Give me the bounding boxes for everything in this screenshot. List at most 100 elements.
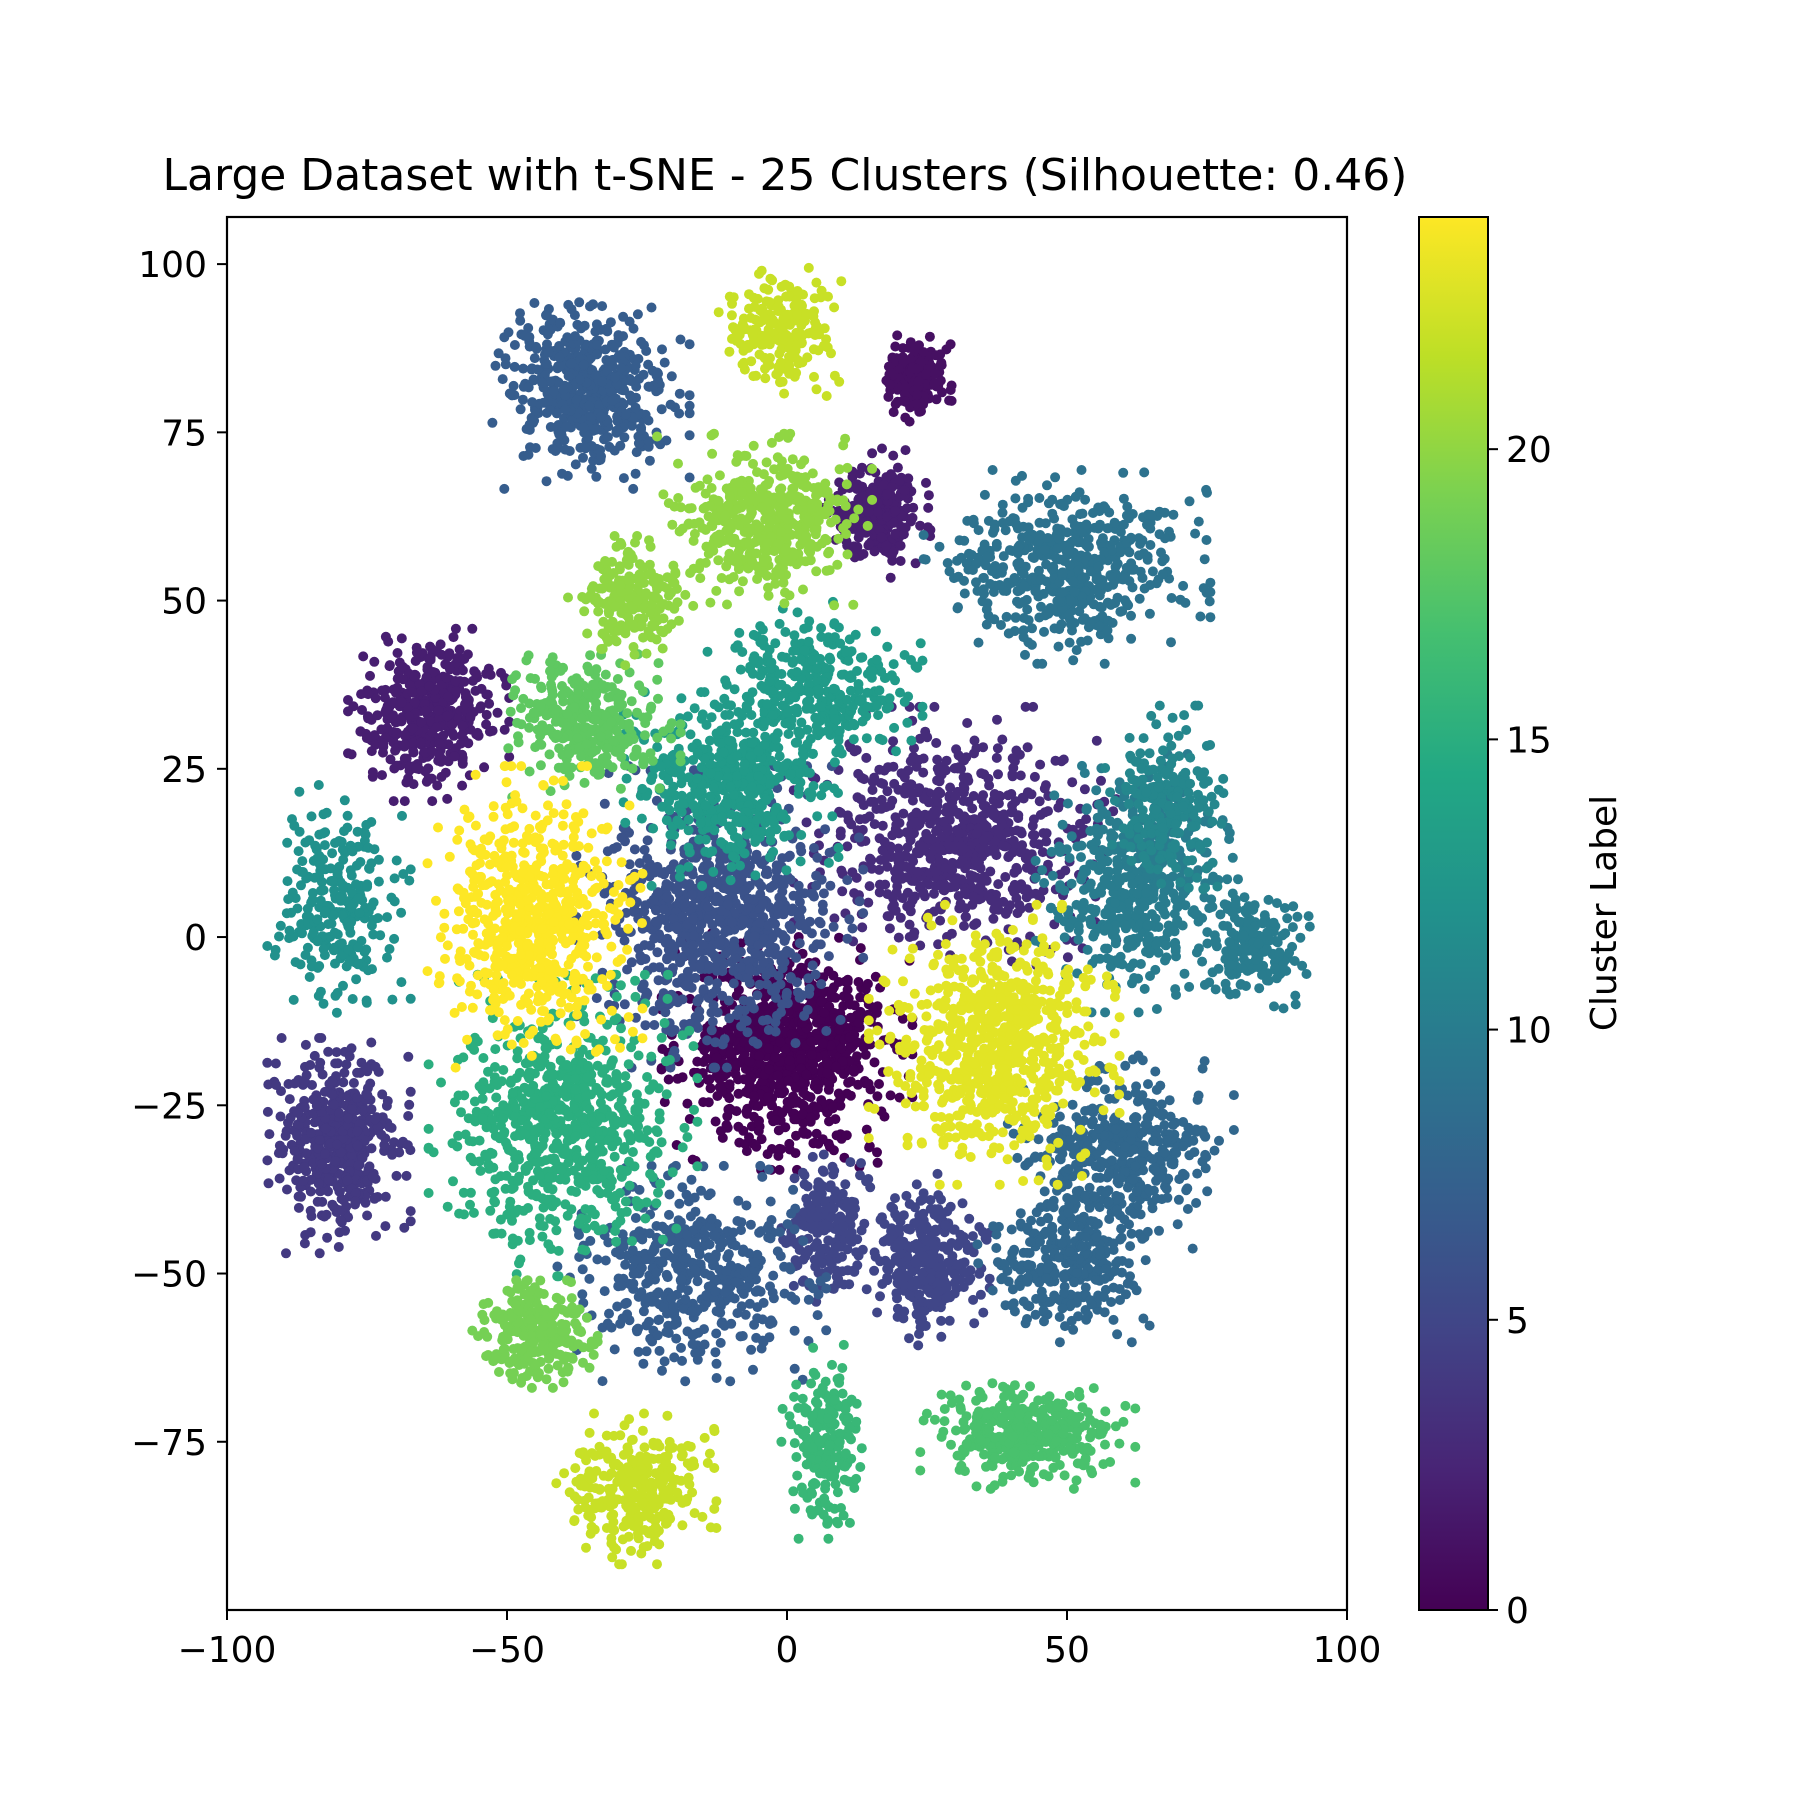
scatter-point bbox=[1079, 784, 1090, 795]
scatter-point bbox=[913, 1340, 924, 1351]
scatter-point bbox=[808, 889, 818, 900]
scatter-point bbox=[674, 408, 685, 419]
scatter-point bbox=[570, 331, 581, 342]
scatter-point bbox=[628, 483, 639, 494]
scatter-point bbox=[876, 803, 887, 814]
scatter-point bbox=[796, 846, 807, 857]
scatter-point bbox=[798, 1126, 809, 1137]
scatter-point bbox=[471, 668, 481, 679]
scatter-point bbox=[529, 415, 540, 426]
scatter-point bbox=[334, 1108, 345, 1119]
scatter-point bbox=[936, 1331, 947, 1342]
scatter-point bbox=[1027, 830, 1038, 841]
cluster-5-group bbox=[859, 1168, 995, 1351]
scatter-point bbox=[940, 863, 951, 874]
scatter-point bbox=[918, 767, 929, 778]
scatter-point bbox=[980, 1233, 991, 1244]
scatter-point bbox=[605, 355, 615, 366]
scatter-point bbox=[362, 1210, 373, 1221]
scatter-point bbox=[845, 1012, 856, 1023]
scatter-point bbox=[854, 896, 865, 907]
scatter-point bbox=[542, 329, 553, 340]
scatter-point bbox=[560, 404, 571, 415]
scatter-point bbox=[897, 1013, 908, 1024]
scatter-point bbox=[1011, 881, 1022, 892]
scatter-point bbox=[825, 880, 836, 891]
scatter-point bbox=[710, 927, 721, 938]
scatter-point bbox=[646, 302, 657, 313]
scatter-point bbox=[1018, 793, 1029, 804]
scatter-point bbox=[380, 631, 391, 642]
scatter-point bbox=[907, 512, 918, 523]
scatter-point bbox=[518, 451, 529, 461]
cluster-1-group bbox=[881, 330, 957, 427]
scatter-point bbox=[845, 1157, 856, 1168]
scatter-point bbox=[882, 762, 893, 773]
scatter-point bbox=[688, 914, 698, 925]
scatter-point bbox=[900, 445, 911, 456]
scatter-point bbox=[711, 1052, 722, 1063]
scatter-point bbox=[945, 385, 956, 395]
scatter-point bbox=[741, 1074, 752, 1085]
scatter-point bbox=[830, 992, 841, 1003]
scatter-point bbox=[940, 765, 951, 776]
scatter-point bbox=[761, 865, 772, 876]
scatter-point bbox=[863, 1174, 874, 1184]
scatter-point bbox=[618, 311, 629, 322]
scatter-point bbox=[662, 933, 673, 944]
scatter-point bbox=[642, 835, 653, 846]
scatter-point bbox=[838, 1221, 849, 1232]
scatter-point bbox=[944, 1315, 955, 1326]
scatter-point bbox=[424, 681, 435, 692]
scatter-point bbox=[766, 1315, 777, 1326]
scatter-point bbox=[388, 796, 399, 807]
scatter-point bbox=[918, 1251, 929, 1262]
scatter-point bbox=[853, 977, 864, 987]
scatter-point bbox=[543, 347, 554, 358]
scatter-point bbox=[361, 733, 372, 744]
scatter-point bbox=[591, 319, 602, 330]
scatter-point bbox=[569, 310, 580, 321]
scatter-point bbox=[856, 1158, 866, 1169]
scatter-point bbox=[263, 1178, 274, 1189]
scatter-point bbox=[904, 1333, 914, 1344]
scatter-point bbox=[571, 850, 582, 861]
scatter-point bbox=[852, 542, 863, 552]
scatter-point bbox=[892, 462, 903, 473]
scatter-point bbox=[384, 660, 395, 671]
scatter-point bbox=[301, 1070, 312, 1081]
scatter-point bbox=[811, 880, 822, 891]
scatter-point bbox=[988, 810, 999, 821]
scatter-point bbox=[763, 1043, 774, 1054]
scatter-point bbox=[710, 1116, 721, 1127]
scatter-point bbox=[817, 1038, 828, 1049]
scatter-point bbox=[427, 644, 437, 655]
scatter-point bbox=[973, 883, 984, 894]
scatter-point bbox=[867, 785, 878, 795]
scatter-point bbox=[820, 1220, 831, 1230]
scatter-point bbox=[885, 1259, 896, 1270]
scatter-point bbox=[602, 432, 613, 443]
scatter-point bbox=[812, 1084, 823, 1095]
scatter-point bbox=[890, 827, 901, 838]
scatter-point bbox=[457, 665, 468, 676]
scatter-point bbox=[824, 1116, 834, 1127]
scatter-point bbox=[845, 1032, 855, 1043]
scatter-point bbox=[978, 742, 989, 753]
scatter-point bbox=[403, 1051, 414, 1062]
scatter-point bbox=[952, 1259, 963, 1270]
scatter-point bbox=[674, 388, 685, 399]
scatter-point bbox=[451, 686, 462, 697]
scatter-point bbox=[402, 1140, 413, 1151]
scatter-point bbox=[753, 940, 764, 951]
scatter-point bbox=[369, 656, 380, 667]
scatter-point bbox=[436, 771, 447, 782]
scatter-point bbox=[305, 1060, 316, 1070]
scatter-point bbox=[969, 1318, 980, 1329]
scatter-point bbox=[597, 301, 608, 312]
scatter-point bbox=[668, 951, 679, 961]
scatter-point bbox=[733, 1121, 744, 1132]
scatter-point bbox=[924, 331, 935, 342]
cluster-0-group bbox=[656, 928, 918, 1175]
scatter-point bbox=[835, 1100, 846, 1111]
